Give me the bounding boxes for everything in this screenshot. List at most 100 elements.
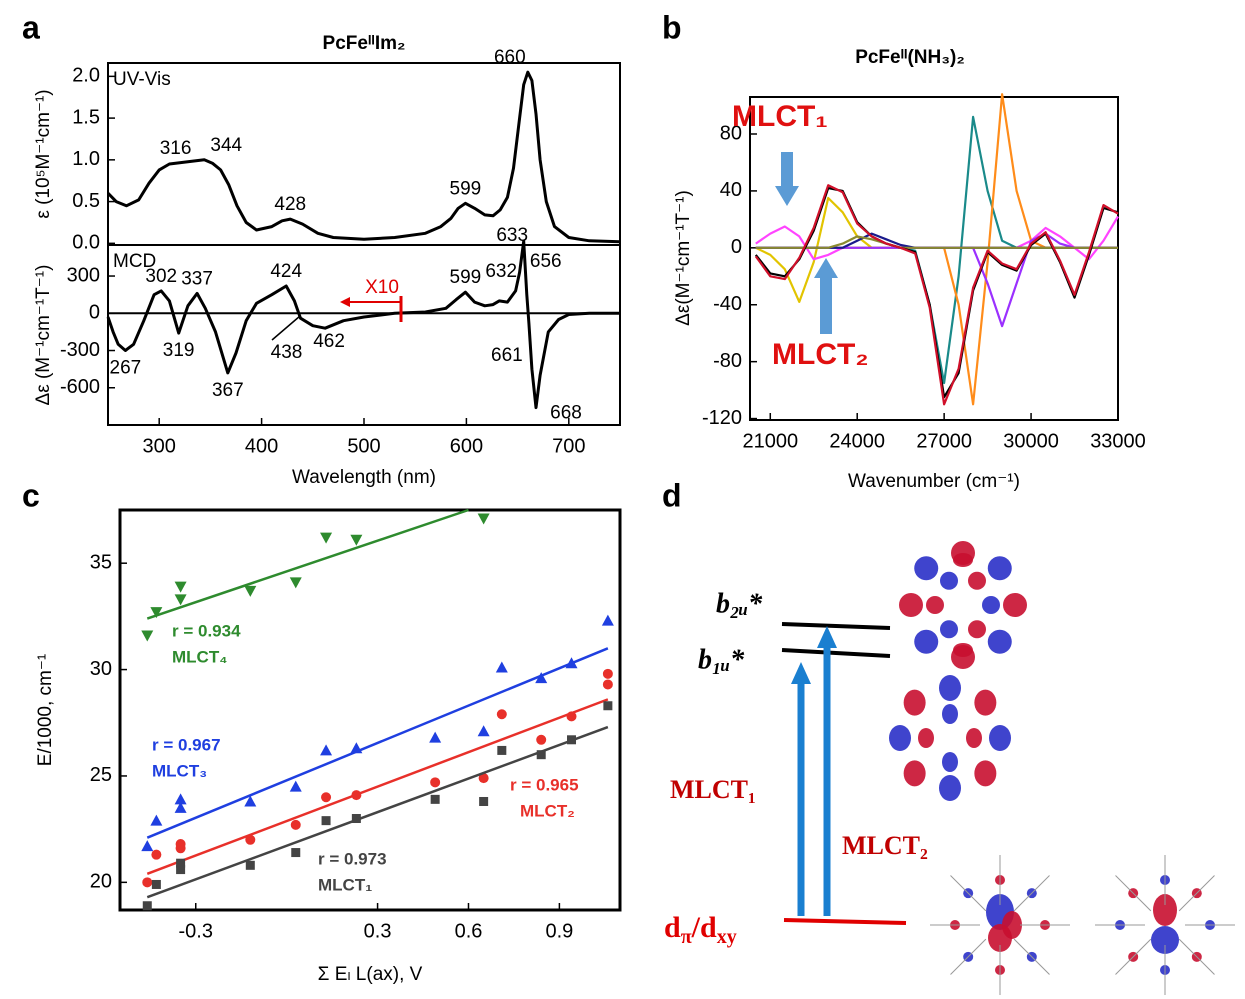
x-tick-label: 500	[347, 435, 380, 457]
point	[477, 513, 490, 525]
point	[175, 839, 186, 850]
annotation: MLCT₂	[772, 338, 869, 371]
y-tick-label: -600	[60, 376, 100, 398]
y-tick-label: 20	[90, 871, 112, 893]
y-tick-label: 300	[67, 264, 100, 286]
data-line	[755, 196, 1118, 303]
orbital-lobe	[1002, 911, 1022, 939]
orbital-lobe	[966, 728, 982, 748]
peak-label: 632	[485, 261, 517, 282]
molecule-bond	[1013, 875, 1050, 912]
orbital-lobe	[968, 571, 986, 590]
point	[289, 780, 302, 792]
peak-label: 319	[163, 340, 195, 361]
orbital-lobe	[982, 596, 1000, 614]
orbital-images	[889, 541, 1235, 995]
label-part: d	[664, 911, 681, 944]
peak-label: 599	[450, 178, 482, 199]
y-tick-label: 0	[731, 236, 742, 258]
point	[320, 744, 333, 756]
arrow-head	[340, 297, 350, 307]
point	[289, 577, 302, 589]
plot-frame	[118, 508, 622, 912]
point	[176, 858, 186, 868]
point	[142, 901, 152, 911]
level-label: b₁ᵤ*	[698, 644, 745, 675]
orbital-lobe	[940, 620, 958, 639]
peak-label: 344	[210, 135, 242, 156]
label-part: π	[681, 926, 692, 948]
y-axis-label: E/1000, cm⁻¹	[35, 654, 56, 766]
fit-line	[146, 508, 469, 620]
point	[176, 865, 186, 875]
orbital-lobe	[1153, 894, 1177, 926]
peak-label: 633	[496, 225, 528, 246]
annotation: MLCT₁	[732, 100, 828, 133]
point	[150, 814, 163, 826]
point	[245, 860, 255, 870]
x-tick-label: 30000	[1003, 430, 1059, 452]
fit-line	[146, 725, 609, 899]
orbital-lobe	[914, 556, 939, 581]
x-tick-label: 700	[552, 435, 585, 457]
peak-label: 337	[181, 268, 213, 289]
orbital-lobe	[942, 704, 958, 724]
orbital-lobe	[974, 760, 997, 787]
orbital-lobe	[940, 571, 958, 590]
transition-label: MLCT₁	[670, 775, 756, 804]
orbital-lobe	[987, 629, 1012, 654]
orbital-lobe	[939, 675, 961, 701]
orbital-lobe	[889, 725, 911, 751]
y-tick-label: 0	[89, 302, 100, 324]
panel-label: a	[22, 9, 40, 45]
pointer	[271, 315, 301, 341]
point	[321, 816, 331, 826]
point	[244, 585, 257, 597]
orbital-lobe	[942, 752, 958, 772]
point	[602, 679, 613, 690]
y-tick-label: 25	[90, 764, 112, 786]
point	[351, 790, 362, 801]
y-tick-label: -40	[713, 293, 742, 315]
x-axis-label: Wavelength (nm)	[292, 467, 436, 488]
y-tick-label: 30	[90, 658, 112, 680]
point	[174, 793, 187, 805]
x-tick-label: 0.6	[455, 920, 483, 942]
molecule-bond	[1115, 938, 1152, 975]
data-line	[755, 235, 1118, 249]
molecule-bond	[1178, 875, 1215, 912]
point	[350, 742, 363, 754]
panel-label: b	[662, 9, 682, 45]
x-tick-label: 27000	[916, 430, 972, 452]
point	[535, 672, 548, 684]
arrow-body	[781, 152, 793, 186]
energy-level	[781, 648, 891, 658]
orbital-lobe	[974, 689, 997, 716]
point	[350, 534, 363, 546]
x-axis-label: Wavenumber (cm⁻¹)	[848, 471, 1020, 492]
peak-label: 424	[270, 261, 302, 282]
y-tick-label: 80	[720, 122, 742, 144]
x-tick-label: 33000	[1090, 430, 1146, 452]
inset-label: UV-Vis	[113, 69, 171, 90]
data-line	[106, 239, 620, 410]
point	[174, 801, 187, 813]
y-tick-label: 40	[720, 179, 742, 201]
chart-title: PcFeᴵᴵIm₂	[323, 33, 406, 54]
y-tick-label: -80	[713, 350, 742, 372]
x-tick-label: 400	[245, 435, 278, 457]
point	[244, 795, 257, 807]
peak-label: 599	[450, 267, 482, 288]
point	[567, 735, 577, 745]
x-tick-label: 600	[450, 435, 483, 457]
arrow-head	[817, 626, 837, 648]
panel-label: d	[662, 477, 682, 513]
peak-label: 656	[530, 251, 562, 272]
y-tick-label: -120	[702, 407, 742, 429]
series-label: MLCT₃	[152, 761, 207, 780]
x-tick-label: 21000	[742, 430, 798, 452]
fit-line	[146, 698, 609, 875]
point	[478, 773, 489, 784]
orbital-lobe	[989, 725, 1011, 751]
